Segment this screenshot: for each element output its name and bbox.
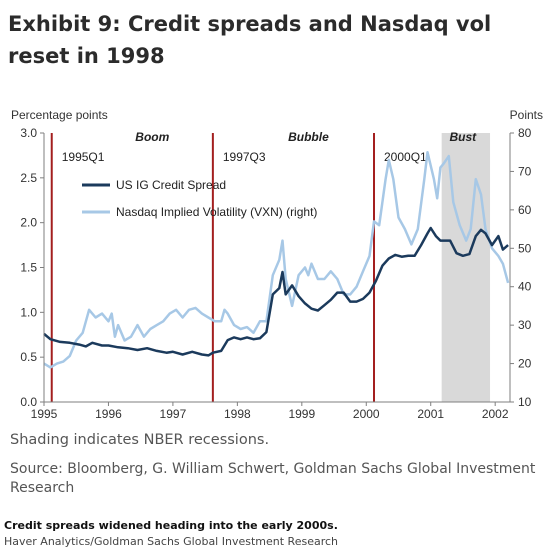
right-tick-label-3: 40 [518,280,532,294]
chart: 1995Q1 1997Q3 2000Q1 Boom Bubble Bust 0.0 0.5 1… [11,108,543,421]
left-tick-label-5: 2.5 [20,171,37,185]
right-tick-label-0: 10 [518,395,532,409]
right-tick-label-1: 20 [518,357,532,371]
right-axis-label: Points [510,108,543,122]
x-tick-label-7: 2002 [482,407,509,421]
x-tick-label-1: 1996 [95,407,122,421]
phase-label-1: Bubble [288,130,329,144]
right-axis-ticks: 10 20 30 40 50 60 70 80 [510,126,532,409]
x-tick-label-0: 1995 [31,407,58,421]
x-tick-label-4: 1999 [288,407,315,421]
left-tick-label-2: 1.0 [20,305,37,319]
caption: Credit spreads widened heading into the … [4,519,338,532]
right-tick-label-2: 30 [518,318,532,332]
legend-vxn-label: Nasdaq Implied Volatility (VXN) (right) [116,205,317,219]
left-tick-label-3: 1.5 [20,261,37,275]
x-tick-label-3: 1998 [224,407,251,421]
x-tick-label-5: 2000 [353,407,380,421]
marker-date-label-2: 2000Q1 [384,150,427,164]
page-title: Exhibit 9: Credit spreads and Nasdaq vol… [8,12,492,68]
left-axis-label: Percentage points [11,108,108,122]
legend: US IG Credit Spread Nasdaq Implied Volat… [82,178,317,219]
left-tick-label-4: 2.0 [20,216,37,230]
marker-date-label-0: 1995Q1 [62,150,105,164]
right-tick-label-5: 60 [518,203,532,217]
legend-credit-label: US IG Credit Spread [116,178,226,192]
left-tick-label-1: 0.5 [20,350,37,364]
credit-line: Haver Analytics/Goldman Sachs Global Inv… [4,535,338,548]
source-note: Source: Bloomberg, G. William Schwert, G… [10,461,536,496]
right-tick-label-6: 70 [518,164,532,178]
marker-date-label-1: 1997Q3 [223,150,266,164]
right-tick-label-7: 80 [518,126,532,140]
phase-label-2: Bust [450,130,478,144]
left-axis-ticks: 0.0 0.5 1.0 1.5 2.0 2.5 3.0 [20,126,44,409]
x-tick-label-6: 2001 [417,407,444,421]
vxn-series-line [43,150,510,369]
x-axis-ticks: 1995 1996 1997 1998 1999 2000 2001 2002 [31,402,509,421]
left-tick-label-0: 0.0 [20,395,37,409]
shading-note: Shading indicates NBER recessions. [10,432,270,448]
phase-label-0: Boom [135,130,169,144]
vertical-markers: 1995Q1 1997Q3 2000Q1 Boom Bubble Bust [50,130,478,402]
right-tick-label-4: 50 [518,241,532,255]
credit-spread-series-line [43,226,509,357]
left-tick-label-6: 3.0 [20,126,37,140]
x-tick-label-2: 1997 [160,407,187,421]
recession-shading [441,133,491,402]
